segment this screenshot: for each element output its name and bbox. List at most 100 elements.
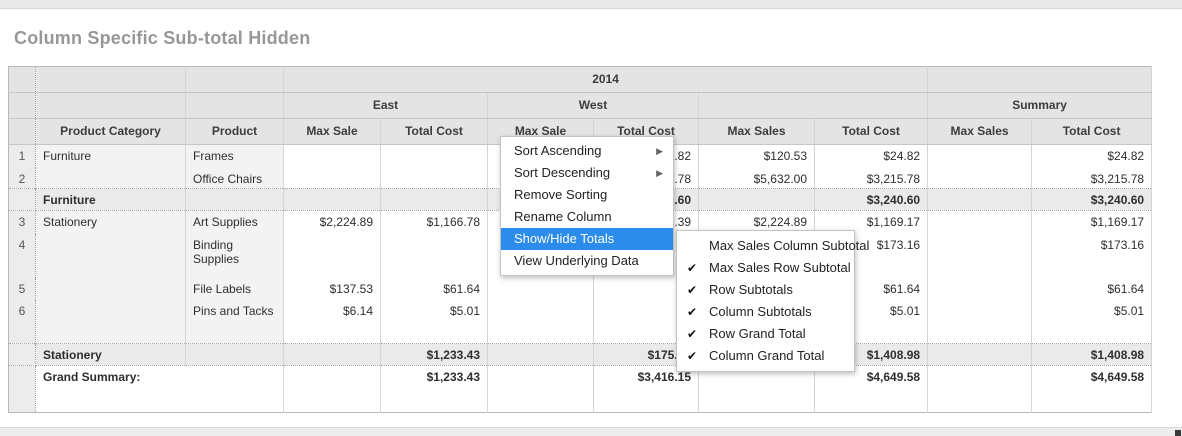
cell-product[interactable]: Frames [185, 144, 284, 168]
header-year-2014[interactable]: 2014 [283, 66, 929, 93]
cell-east-cost[interactable] [380, 188, 488, 211]
cell-east-max[interactable] [283, 365, 381, 413]
header-group-summary[interactable]: Summary [927, 92, 1153, 119]
cell-category[interactable] [35, 277, 186, 300]
cell-product[interactable]: Art Supplies [185, 210, 284, 234]
cell-summary-max[interactable] [927, 144, 1033, 168]
cell-2014-cost[interactable]: $24.82 [814, 144, 929, 168]
cell-west-cost[interactable] [593, 277, 699, 300]
cell-east-cost[interactable]: $5.01 [380, 299, 488, 344]
header-2014-total-cost[interactable]: Total Cost [814, 118, 929, 145]
subtotal-label[interactable]: Furniture [35, 188, 186, 211]
cell-2014-max[interactable]: $120.53 [698, 144, 815, 168]
cell-category[interactable]: Stationery [35, 210, 186, 234]
submenu-item-column-grand-total[interactable]: ✔ Column Grand Total [677, 345, 854, 367]
subtotal-label[interactable]: Stationery [35, 343, 186, 366]
cell-2014-max[interactable]: $2,224.89 [698, 210, 815, 234]
bottom-scrollbar-track[interactable] [0, 427, 1182, 436]
cell-category[interactable] [35, 233, 186, 278]
submenu-item-max-sales-column-subtotal[interactable]: Max Sales Column Subtotal [677, 235, 869, 257]
cell-summary-max[interactable] [927, 365, 1033, 413]
cell-product[interactable]: File Labels [185, 277, 284, 300]
cell-east-max[interactable] [283, 144, 381, 168]
cell-summary-cost[interactable]: $3,215.78 [1031, 167, 1153, 189]
cell-east-max[interactable] [283, 188, 381, 211]
cell-west-cost[interactable]: $175.55 [593, 343, 699, 366]
cell-west-cost[interactable]: $3,416.15 [593, 365, 699, 413]
cell-2014-cost[interactable]: $4,649.58 [814, 365, 929, 413]
cell-east-cost[interactable] [380, 144, 488, 168]
cell-east-max[interactable] [283, 233, 381, 278]
header-east-total-cost[interactable]: Total Cost [380, 118, 488, 145]
menu-item-show-hide-totals[interactable]: Show/Hide Totals [501, 228, 673, 250]
cell-summary-cost[interactable]: $173.16 [1031, 233, 1153, 278]
cell-east-cost[interactable]: $1,233.43 [380, 365, 488, 413]
cell-east-max[interactable] [283, 343, 381, 366]
header-2014-max-sales[interactable]: Max Sales [698, 118, 815, 145]
cell-2014-cost[interactable]: $3,240.60 [814, 188, 929, 211]
menu-item-label: Sort Descending [514, 165, 611, 180]
submenu-item-max-sales-row-subtotal[interactable]: ✔ Max Sales Row Subtotal [677, 257, 854, 279]
cell-summary-max[interactable] [927, 299, 1033, 344]
cell-summary-cost[interactable]: $1,169.17 [1031, 210, 1153, 234]
cell-summary-cost[interactable]: $4,649.58 [1031, 365, 1153, 413]
cell-summary-max[interactable] [927, 188, 1033, 211]
cell-west-max[interactable] [487, 365, 594, 413]
cell-summary-cost[interactable]: $3,240.60 [1031, 188, 1153, 211]
cell-2014-max[interactable] [698, 188, 815, 211]
scrollbar-thumb[interactable] [1175, 430, 1181, 436]
header-region-east[interactable]: East [283, 92, 488, 119]
header-product[interactable]: Product [185, 118, 284, 145]
menu-item-sort-descending[interactable]: Sort Descending ▶ [501, 162, 673, 184]
cell-summary-cost[interactable]: $24.82 [1031, 144, 1153, 168]
cell-east-cost[interactable] [380, 233, 488, 278]
header-blank [185, 92, 284, 119]
header-east-max-sale[interactable]: Max Sale [283, 118, 381, 145]
menu-item-view-underlying-data[interactable]: View Underlying Data [501, 250, 673, 272]
cell-summary-max[interactable] [927, 167, 1033, 189]
totals-submenu: Max Sales Column Subtotal ✔ Max Sales Ro… [676, 230, 869, 372]
cell-east-cost[interactable] [380, 167, 488, 189]
menu-item-sort-ascending[interactable]: Sort Ascending ▶ [501, 140, 673, 162]
submenu-item-column-subtotals[interactable]: ✔ Column Subtotals [677, 301, 854, 323]
cell-west-max[interactable] [487, 277, 594, 300]
menu-item-rename-column[interactable]: Rename Column [501, 206, 673, 228]
submenu-item-row-subtotals[interactable]: ✔ Row Subtotals [677, 279, 854, 301]
cell-summary-max[interactable] [927, 277, 1033, 300]
header-summary-max-sales[interactable]: Max Sales [927, 118, 1033, 145]
table-row: 3 Stationery Art Supplies $2,224.89 $1,1… [8, 210, 1153, 234]
cell-east-cost[interactable]: $1,233.43 [380, 343, 488, 366]
cell-west-max[interactable] [487, 299, 594, 344]
header-product-category[interactable]: Product Category [35, 118, 186, 145]
cell-2014-cost[interactable]: $1,169.17 [814, 210, 929, 234]
cell-east-max[interactable]: $137.53 [283, 277, 381, 300]
menu-item-remove-sorting[interactable]: Remove Sorting [501, 184, 673, 206]
cell-product[interactable]: Pins and Tacks [185, 299, 284, 344]
header-summary-total-cost[interactable]: Total Cost [1031, 118, 1153, 145]
submenu-item-row-grand-total[interactable]: ✔ Row Grand Total [677, 323, 854, 345]
cell-summary-max[interactable] [927, 233, 1033, 278]
header-region-west[interactable]: West [487, 92, 699, 119]
cell-east-cost[interactable]: $61.64 [380, 277, 488, 300]
cell-product[interactable]: Binding Supplies [185, 233, 284, 278]
cell-east-cost[interactable]: $1,166.78 [380, 210, 488, 234]
cell-summary-cost[interactable]: $1,408.98 [1031, 343, 1153, 366]
cell-east-max[interactable]: $2,224.89 [283, 210, 381, 234]
cell-summary-max[interactable] [927, 343, 1033, 366]
cell-2014-cost[interactable]: $3,215.78 [814, 167, 929, 189]
header-blank [35, 92, 186, 119]
cell-east-max[interactable]: $6.14 [283, 299, 381, 344]
header-region-hidden-subtotal[interactable] [698, 92, 929, 119]
cell-summary-max[interactable] [927, 210, 1033, 234]
cell-summary-cost[interactable]: $61.64 [1031, 277, 1153, 300]
cell-east-max[interactable] [283, 167, 381, 189]
cell-category[interactable] [35, 167, 186, 189]
cell-category[interactable] [35, 299, 186, 344]
cell-summary-cost[interactable]: $5.01 [1031, 299, 1153, 344]
cell-west-max[interactable] [487, 343, 594, 366]
grand-summary-label[interactable]: Grand Summary: [35, 365, 284, 413]
cell-2014-max[interactable] [698, 365, 815, 413]
cell-2014-max[interactable]: $5,632.00 [698, 167, 815, 189]
cell-product[interactable]: Office Chairs [185, 167, 284, 189]
cell-category[interactable]: Furniture [35, 144, 186, 168]
